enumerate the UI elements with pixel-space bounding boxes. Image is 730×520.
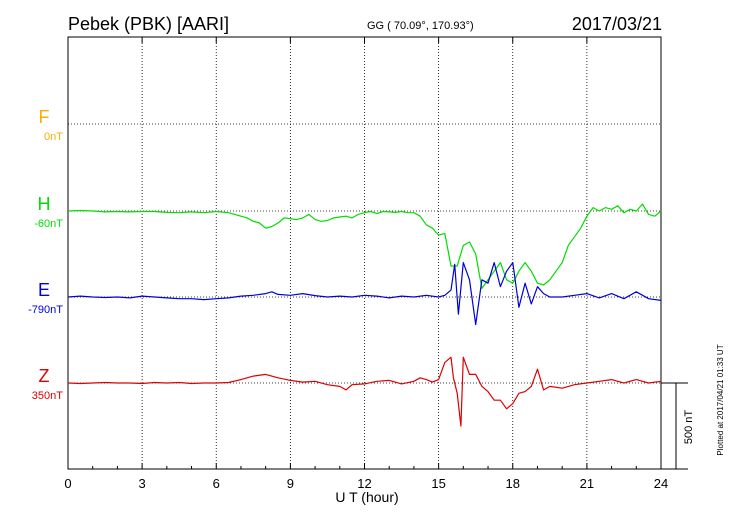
scale-bar-label: 500 nT [683, 410, 695, 445]
x-tick-label: 21 [580, 476, 594, 491]
station-coords: GG ( 70.09°, 170.93°) [367, 20, 474, 32]
x-tick-label: 9 [287, 476, 294, 491]
series-line-z [67, 356, 662, 427]
series-name-h: H [38, 194, 51, 214]
x-tick-label: 24 [654, 476, 668, 491]
chart-date: 2017/03/21 [572, 14, 662, 34]
series-name-z: Z [39, 366, 50, 386]
x-axis-ticks: 0 3 6 9 12 15 18 21 24 [64, 37, 668, 491]
series-name-f: F [39, 107, 50, 127]
x-tick-label: 0 [64, 476, 71, 491]
station-title: Pebek (PBK) [AARI] [68, 14, 229, 34]
series-name-e: E [38, 280, 50, 300]
plotted-timestamp: Plotted at 2017/04/21 01:33 UT [716, 344, 725, 455]
x-tick-label: 15 [431, 476, 445, 491]
series-traces [67, 203, 662, 427]
x-tick-label: 18 [506, 476, 520, 491]
x-tick-label: 3 [139, 476, 146, 491]
series-baseline-z: 350nT [32, 390, 63, 402]
series-baseline-e: -790nT [28, 304, 63, 316]
series-labels: F 0nT H -60nT E -790nT Z 350nT [28, 107, 63, 402]
series-baseline-h: -60nT [34, 218, 63, 230]
grid-lines [68, 37, 661, 469]
series-line-h [67, 203, 662, 289]
x-tick-label: 6 [213, 476, 220, 491]
x-axis-label: U T (hour) [335, 489, 398, 505]
series-baseline-f: 0nT [44, 131, 63, 143]
x-tick-label: 12 [357, 476, 371, 491]
scale-bar: 500 nT [661, 382, 695, 470]
series-line-e [67, 262, 662, 326]
